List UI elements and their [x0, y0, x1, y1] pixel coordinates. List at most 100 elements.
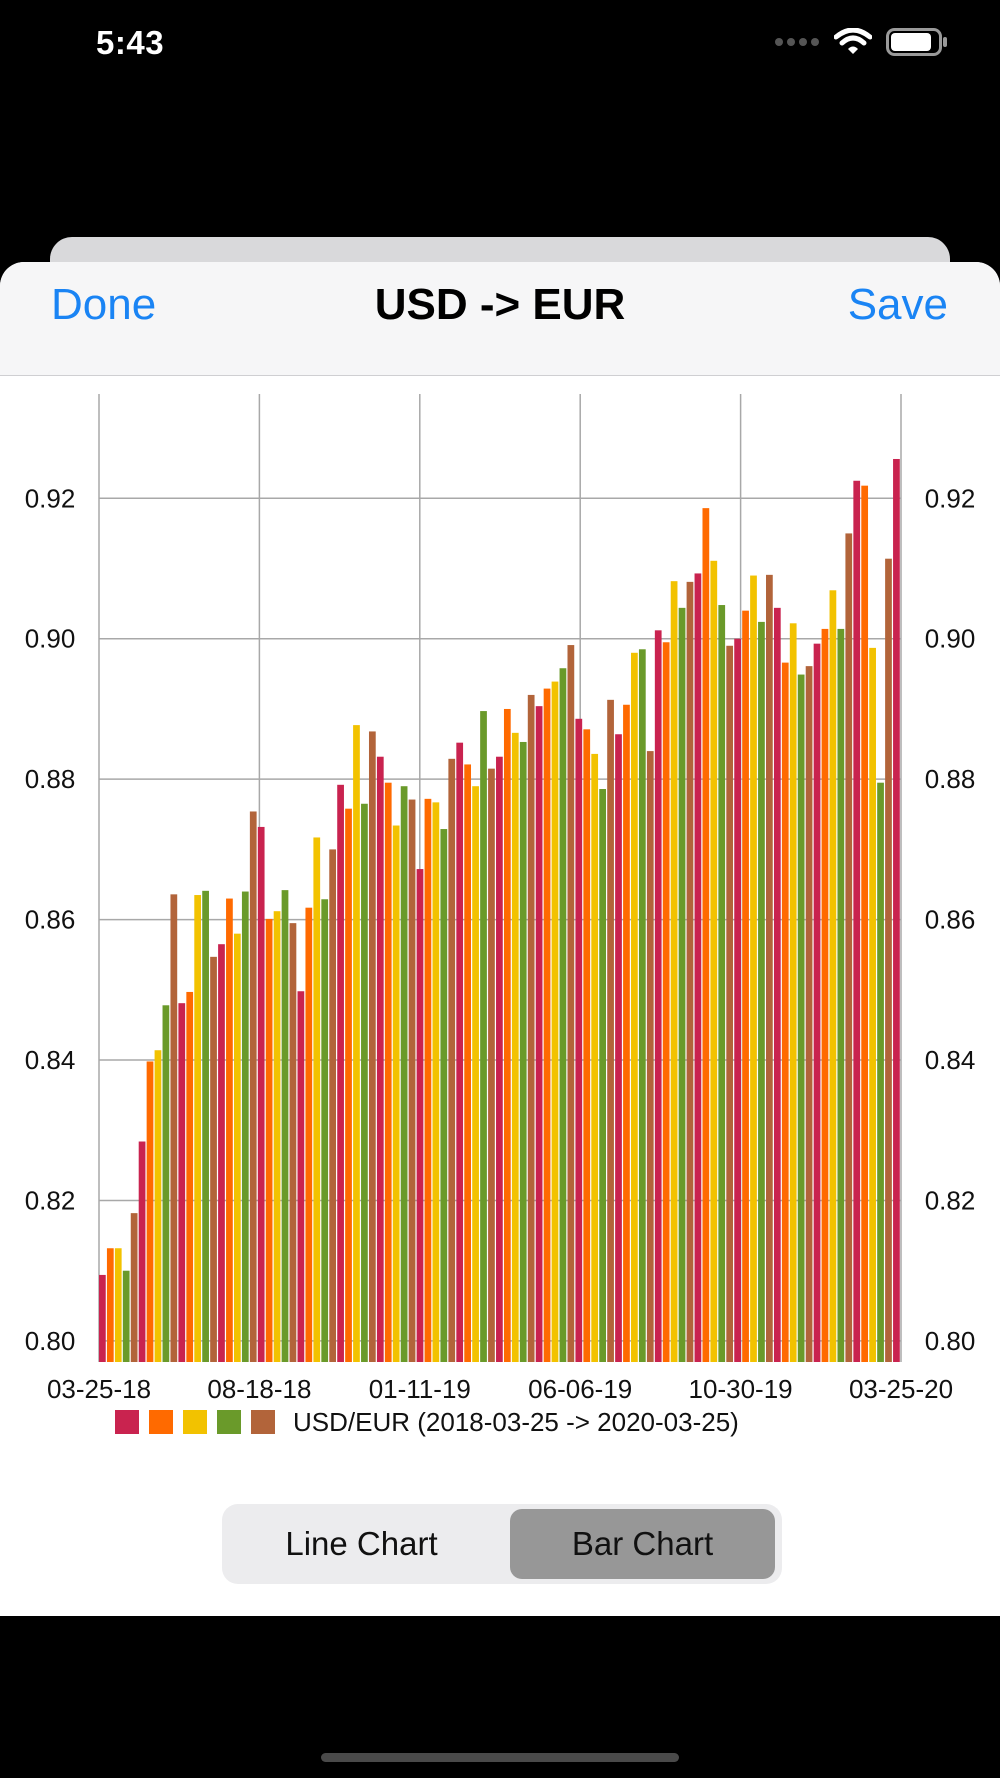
bar	[178, 1003, 186, 1362]
bar	[789, 623, 797, 1362]
bar	[519, 741, 527, 1362]
bar	[496, 756, 503, 1362]
x-tick-label: 03-25-20	[849, 1374, 953, 1404]
bar	[654, 630, 662, 1362]
bar	[638, 649, 646, 1362]
wifi-icon	[834, 28, 872, 54]
bar	[99, 1274, 106, 1362]
status-bar: 5:43	[0, 0, 1000, 90]
legend-swatch	[149, 1410, 173, 1434]
bar	[432, 802, 440, 1362]
x-tick-label: 01-11-19	[369, 1374, 471, 1404]
home-indicator	[321, 1753, 679, 1762]
bar	[170, 894, 178, 1362]
bar	[440, 829, 448, 1362]
bar	[773, 607, 781, 1362]
legend-swatch	[217, 1410, 241, 1434]
bar	[686, 581, 694, 1362]
bar	[257, 826, 265, 1362]
legend-swatch	[183, 1410, 207, 1434]
bar	[583, 729, 591, 1362]
bar	[464, 764, 472, 1362]
x-tick-label: 03-25-18	[47, 1374, 151, 1404]
bar	[885, 558, 892, 1362]
bar	[670, 581, 678, 1362]
bar	[138, 1141, 146, 1362]
y-tick-label-left: 0.88	[25, 764, 76, 794]
y-tick-label-right: 0.80	[925, 1326, 976, 1356]
y-tick-label-left: 0.84	[25, 1045, 76, 1075]
bar	[376, 756, 384, 1362]
bar	[607, 699, 614, 1362]
bar	[535, 706, 543, 1362]
bar	[559, 668, 567, 1362]
bar	[226, 898, 233, 1362]
bar	[194, 895, 202, 1362]
bar	[758, 621, 765, 1362]
page-title: USD -> EUR	[374, 280, 626, 329]
bar	[265, 918, 273, 1362]
bar	[710, 560, 718, 1362]
bar	[631, 652, 638, 1362]
y-tick-label-right: 0.88	[925, 764, 976, 794]
bar	[551, 681, 559, 1362]
bar	[218, 944, 225, 1362]
bar	[424, 798, 432, 1362]
bar	[249, 811, 257, 1362]
y-tick-label-right: 0.90	[925, 624, 976, 654]
bar	[702, 508, 710, 1362]
bar	[233, 933, 241, 1362]
bar	[591, 753, 599, 1362]
bar	[114, 1248, 122, 1362]
bar	[297, 991, 305, 1362]
chart-type-segmented-control: Line Chart Bar Chart	[222, 1504, 782, 1584]
bar	[122, 1270, 130, 1362]
bar	[384, 782, 392, 1362]
bar	[130, 1213, 138, 1362]
bar	[456, 742, 464, 1362]
bar	[273, 911, 281, 1362]
bar	[543, 688, 551, 1362]
y-tick-label-right: 0.92	[925, 483, 976, 513]
bar	[400, 786, 408, 1362]
bar	[742, 610, 749, 1362]
bar	[289, 923, 297, 1362]
legend-label: USD/EUR (2018-03-25 -> 2020-03-25)	[293, 1407, 739, 1437]
line-chart-segment[interactable]: Line Chart	[229, 1509, 494, 1579]
bar	[837, 628, 845, 1362]
y-tick-label-left: 0.80	[25, 1326, 76, 1356]
bar	[313, 837, 321, 1362]
bar	[408, 799, 416, 1362]
bar	[567, 645, 575, 1362]
bar-chart-segment[interactable]: Bar Chart	[510, 1509, 775, 1579]
bar	[781, 662, 789, 1362]
bar	[766, 574, 773, 1362]
bar	[805, 666, 813, 1362]
chart-sheet: Done USD -> EUR Save 0.80 0.80 0.82 0.82 0.8…	[0, 262, 1000, 1616]
y-tick-label-left: 0.92	[25, 483, 76, 513]
bar	[797, 674, 805, 1362]
bar	[877, 782, 884, 1362]
bar	[154, 1050, 162, 1362]
bar	[813, 643, 821, 1362]
navigation-bar: Done USD -> EUR Save	[0, 262, 1000, 376]
bar	[241, 891, 249, 1362]
bar	[678, 607, 686, 1362]
bar	[861, 485, 869, 1362]
bar	[146, 1061, 154, 1362]
bar	[368, 731, 376, 1362]
bar	[503, 708, 511, 1362]
bar	[488, 768, 495, 1362]
bar	[329, 849, 337, 1362]
bar	[821, 628, 829, 1362]
bar	[599, 789, 606, 1362]
bar	[662, 642, 670, 1362]
done-button[interactable]: Done	[51, 280, 157, 329]
bar	[353, 725, 360, 1362]
status-time: 5:43	[96, 24, 165, 61]
bar	[623, 704, 630, 1362]
bar	[726, 645, 734, 1362]
save-button[interactable]: Save	[847, 280, 948, 329]
x-tick-label: 06-06-19	[528, 1374, 632, 1404]
bar	[845, 533, 853, 1362]
